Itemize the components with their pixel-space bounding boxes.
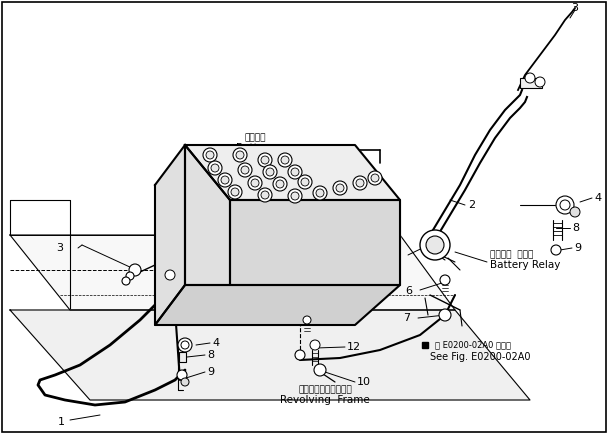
Text: 12: 12: [347, 342, 361, 352]
Text: 2: 2: [468, 200, 475, 210]
Circle shape: [263, 165, 277, 179]
Circle shape: [241, 166, 249, 174]
Polygon shape: [10, 235, 455, 310]
Circle shape: [261, 191, 269, 199]
Circle shape: [310, 340, 320, 350]
Text: 7: 7: [403, 313, 410, 323]
Circle shape: [525, 73, 535, 83]
Text: See Fig. E0200-02A0: See Fig. E0200-02A0: [430, 352, 531, 362]
FancyBboxPatch shape: [520, 78, 542, 88]
Text: 8: 8: [572, 223, 579, 233]
Circle shape: [303, 316, 311, 324]
Circle shape: [206, 151, 214, 159]
Text: レボルビングフレーム: レボルビングフレーム: [298, 385, 352, 395]
Circle shape: [261, 156, 269, 164]
Polygon shape: [185, 145, 230, 285]
Circle shape: [420, 230, 450, 260]
Text: 6: 6: [405, 286, 412, 296]
Text: Battery: Battery: [236, 143, 274, 153]
Circle shape: [178, 338, 192, 352]
Circle shape: [288, 189, 302, 203]
Circle shape: [368, 171, 382, 185]
Circle shape: [122, 277, 130, 285]
Text: 9: 9: [574, 243, 581, 253]
Circle shape: [439, 309, 451, 321]
Text: 9: 9: [207, 367, 214, 377]
Polygon shape: [230, 200, 400, 285]
Circle shape: [251, 179, 259, 187]
Circle shape: [426, 236, 444, 254]
Circle shape: [570, 207, 580, 217]
Circle shape: [165, 270, 175, 280]
Text: Battery Relay: Battery Relay: [490, 260, 561, 270]
Circle shape: [556, 196, 574, 214]
Circle shape: [177, 370, 187, 380]
Text: 3: 3: [57, 243, 63, 253]
Circle shape: [353, 176, 367, 190]
Polygon shape: [155, 285, 400, 325]
Text: 11: 11: [340, 311, 354, 321]
FancyBboxPatch shape: [179, 352, 186, 362]
Circle shape: [278, 153, 292, 167]
Circle shape: [301, 178, 309, 186]
Circle shape: [535, 77, 545, 87]
Circle shape: [266, 168, 274, 176]
Circle shape: [228, 185, 242, 199]
Text: Revolving  Frame: Revolving Frame: [280, 395, 370, 405]
Circle shape: [221, 176, 229, 184]
Circle shape: [298, 175, 312, 189]
Circle shape: [258, 153, 272, 167]
Text: 3: 3: [572, 3, 578, 13]
Circle shape: [314, 364, 326, 376]
Circle shape: [291, 192, 299, 200]
Circle shape: [333, 181, 347, 195]
Circle shape: [126, 272, 134, 280]
Polygon shape: [185, 145, 400, 200]
Text: バッテリ: バッテリ: [244, 134, 266, 142]
Circle shape: [211, 164, 219, 172]
Circle shape: [203, 148, 217, 162]
Circle shape: [288, 165, 302, 179]
Circle shape: [129, 264, 141, 276]
Circle shape: [316, 189, 324, 197]
Polygon shape: [10, 310, 530, 400]
Circle shape: [233, 148, 247, 162]
Text: 4: 4: [212, 338, 219, 348]
Circle shape: [208, 161, 222, 175]
Circle shape: [258, 188, 272, 202]
Text: 8: 8: [207, 350, 214, 360]
Circle shape: [218, 173, 232, 187]
Text: バッテリ  リレー: バッテリ リレー: [490, 250, 533, 260]
Circle shape: [181, 378, 189, 386]
Circle shape: [336, 184, 344, 192]
Circle shape: [276, 180, 284, 188]
Text: 図 E0200-02A0 図参照: 図 E0200-02A0 図参照: [435, 341, 511, 349]
Circle shape: [248, 176, 262, 190]
Circle shape: [236, 151, 244, 159]
Circle shape: [273, 177, 287, 191]
Circle shape: [356, 179, 364, 187]
Circle shape: [440, 275, 450, 285]
Text: 10: 10: [357, 377, 371, 387]
Circle shape: [371, 174, 379, 182]
Circle shape: [238, 163, 252, 177]
Polygon shape: [155, 145, 185, 325]
Circle shape: [181, 341, 189, 349]
Text: 5: 5: [393, 251, 400, 261]
Circle shape: [560, 200, 570, 210]
Circle shape: [313, 186, 327, 200]
Circle shape: [295, 350, 305, 360]
Circle shape: [551, 245, 561, 255]
Text: 1: 1: [58, 417, 65, 427]
Circle shape: [291, 168, 299, 176]
Circle shape: [281, 156, 289, 164]
Circle shape: [231, 188, 239, 196]
Text: 4: 4: [594, 193, 601, 203]
